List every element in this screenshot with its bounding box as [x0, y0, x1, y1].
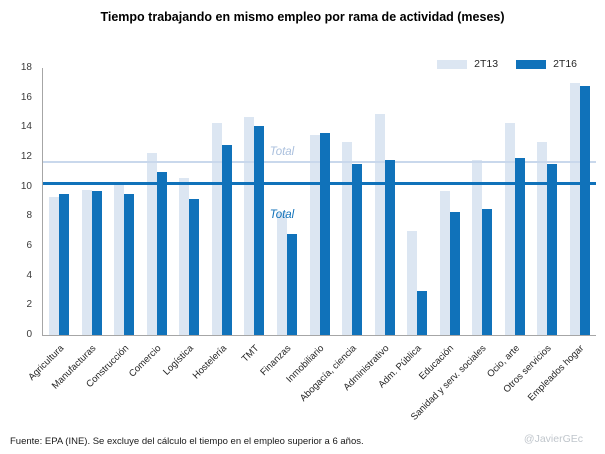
x-cell-construccion: Construcción — [84, 337, 140, 437]
bar-group-manufacturas — [76, 68, 109, 335]
chart-title: Tiempo trabajando en mismo empleo por ra… — [100, 10, 505, 24]
bar-group-inmobiliario — [303, 68, 336, 335]
y-tick-label: 14 — [20, 121, 32, 133]
bar-group-logistica — [173, 68, 206, 335]
y-tick-label: 0 — [26, 329, 32, 340]
bar-group-tmt — [238, 68, 271, 335]
bar-group-administrativo — [368, 68, 401, 335]
plot-area: Total Total — [42, 68, 596, 336]
legend-label: 2T13 — [474, 58, 499, 70]
bar-2t16-hosteleria — [221, 145, 232, 335]
credit-watermark: @JavierGEc — [523, 433, 583, 445]
bar-group-hosteleria — [206, 68, 239, 335]
bar-group-abogacia-ciencia — [336, 68, 369, 335]
bar-2t13-empleados-hogar — [569, 82, 580, 335]
bar-2t13-administrativo — [374, 113, 385, 335]
bar-2t16-sanidad-y-serv-sociales — [482, 208, 493, 335]
bar-2t16-inmobiliario — [319, 133, 330, 335]
bar-2t16-adm-publica — [417, 290, 428, 335]
y-tick-label: 10 — [20, 180, 32, 192]
bar-2t13-construccion — [114, 182, 125, 335]
bar-2t13-hosteleria — [211, 122, 222, 335]
x-cell-comercio: Comercio — [127, 337, 173, 437]
bar-group-adm-publica — [401, 68, 434, 335]
bar-2t13-otros-servicios — [537, 142, 548, 335]
bar-2t16-educacion — [449, 211, 460, 335]
bar-2t16-administrativo — [384, 159, 395, 335]
bar-2t16-comercio — [156, 171, 167, 335]
bar-group-sanidad-y-serv-sociales — [466, 68, 499, 335]
bar-2t16-construccion — [124, 194, 135, 335]
bar-group-otros-servicios — [531, 68, 564, 335]
y-tick-label: 18 — [20, 62, 32, 73]
bar-2t16-agricultura — [59, 194, 70, 335]
bars-row — [43, 68, 596, 335]
y-axis: 0 2 4 6 8 10 12 14 16 18 — [0, 62, 38, 340]
bar-2t16-empleados-hogar — [579, 85, 590, 335]
total-line-2t16 — [43, 182, 596, 186]
y-tick-label: 16 — [20, 91, 32, 103]
bar-2t16-abogacia-ciencia — [352, 164, 363, 335]
x-cell-empleados-hogar: Empleados hogar — [526, 337, 596, 437]
bar-2t13-ocio-arte — [504, 122, 515, 335]
bar-2t13-logistica — [179, 177, 190, 335]
bar-2t13-tmt — [244, 116, 255, 335]
bar-2t16-finanzas — [286, 234, 297, 335]
legend-swatch-2t16 — [516, 59, 547, 69]
y-tick-label: 8 — [26, 210, 32, 222]
bar-group-comercio — [141, 68, 174, 335]
x-axis-label: TMT — [239, 343, 262, 365]
y-tick-label: 6 — [26, 240, 32, 252]
bar-group-agricultura — [43, 68, 76, 335]
bar-group-ocio-arte — [498, 68, 531, 335]
total-label-2t13: Total — [269, 145, 295, 158]
bar-2t16-tmt — [254, 125, 265, 335]
bar-2t13-educacion — [439, 191, 450, 335]
bar-2t13-manufacturas — [81, 189, 92, 335]
x-cell-tmt: TMT — [237, 337, 270, 437]
bar-group-construccion — [108, 68, 141, 335]
bar-2t13-comercio — [146, 152, 157, 335]
x-cell-logistica: Logística — [161, 337, 205, 437]
x-cell-hosteleria: Hostelería — [190, 337, 238, 437]
x-cell-sanidad-y-serv-sociales: Sanidad y serv. sociales — [409, 337, 498, 437]
bar-2t16-logistica — [189, 198, 200, 335]
y-tick-label: 4 — [26, 269, 32, 281]
bar-2t16-ocio-arte — [514, 158, 525, 335]
y-tick-label: 2 — [26, 299, 32, 311]
legend-label: 2T16 — [553, 58, 577, 70]
bar-2t13-finanzas — [276, 213, 287, 335]
x-cell-finanzas: Finanzas — [259, 337, 303, 437]
source-note: Fuente: EPA (INE). Se excluye del cálcul… — [10, 436, 364, 447]
legend-item-2t13: 2T13 — [437, 58, 498, 70]
total-label-2t16: Total — [269, 209, 295, 222]
bar-group-finanzas — [271, 68, 304, 335]
bar-2t13-agricultura — [49, 197, 60, 335]
bar-2t13-inmobiliario — [309, 134, 320, 335]
legend: 2T13 2T16 — [437, 58, 577, 70]
bar-group-educacion — [433, 68, 466, 335]
legend-item-2t16: 2T16 — [516, 58, 577, 70]
bar-group-empleados-hogar — [564, 68, 597, 335]
bar-2t16-manufacturas — [91, 191, 102, 335]
x-axis-labels: Agricultura Manufacturas Construcción Comer… — [26, 337, 596, 437]
total-line-2t13 — [43, 160, 596, 163]
bar-2t16-otros-servicios — [547, 164, 558, 335]
bar-2t13-abogacia-ciencia — [342, 142, 353, 335]
y-tick-label: 12 — [20, 151, 32, 163]
legend-swatch-2t13 — [437, 59, 468, 69]
bar-2t13-adm-publica — [407, 231, 418, 335]
bar-2t13-sanidad-y-serv-sociales — [472, 159, 483, 335]
